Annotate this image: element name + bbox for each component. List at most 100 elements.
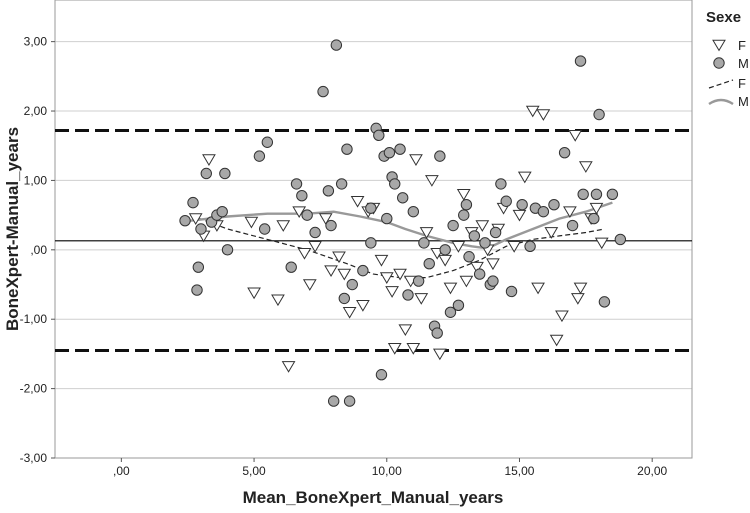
point-m: [412, 275, 425, 287]
point-f: [589, 202, 604, 215]
legend-label-f: F: [738, 38, 746, 53]
point-m: [588, 212, 600, 225]
point-f: [342, 306, 357, 319]
point-f: [573, 282, 588, 295]
point-m: [375, 369, 388, 381]
point-m: [373, 129, 385, 142]
point-m: [383, 146, 396, 159]
point-m: [447, 219, 459, 232]
point-m: [191, 284, 203, 296]
point-f: [512, 209, 527, 222]
point-m: [489, 226, 502, 239]
point-m: [439, 244, 451, 256]
point-f: [549, 334, 564, 347]
point-f: [292, 206, 307, 219]
y-tick-label: ,00: [30, 243, 47, 257]
point-m: [444, 306, 457, 318]
point-m: [566, 219, 579, 232]
point-m: [524, 240, 536, 253]
point-m: [195, 223, 207, 235]
point-m: [418, 237, 430, 249]
point-m: [495, 178, 507, 190]
point-f: [302, 279, 317, 291]
x-axis-ticks: ,00 5,00 10,00 15,00 20,00: [113, 458, 668, 478]
point-m: [343, 395, 356, 407]
point-m: [479, 237, 491, 249]
point-f: [202, 154, 216, 166]
point-m: [261, 136, 274, 148]
point-m: [200, 167, 212, 180]
point-m: [598, 296, 611, 308]
point-f: [544, 227, 559, 239]
point-m: [179, 214, 191, 227]
point-m: [346, 278, 358, 291]
point-m: [500, 195, 512, 207]
point-m: [219, 167, 231, 180]
point-m: [614, 233, 627, 246]
point-f: [337, 268, 352, 281]
point-m: [341, 143, 353, 155]
point-m: [216, 205, 228, 218]
point-f: [470, 261, 484, 274]
point-m: [317, 85, 329, 98]
point-m: [452, 299, 465, 312]
y-tick-label: -2,00: [20, 382, 48, 396]
point-m: [574, 55, 587, 67]
point-m: [505, 285, 518, 298]
point-m: [590, 188, 603, 201]
point-m: [322, 185, 335, 197]
legend-line-m: [708, 98, 734, 106]
point-f: [387, 343, 402, 355]
point-m: [253, 150, 266, 162]
x-tick-label: 10,00: [372, 464, 402, 478]
legend-line-label-f: F: [738, 76, 746, 91]
y-tick-label: -3,00: [20, 451, 48, 465]
y-tick-label: -1,00: [20, 312, 48, 326]
x-tick-label: 20,00: [637, 464, 667, 478]
y-tick-label: 2,00: [24, 104, 48, 118]
point-m: [381, 212, 393, 225]
point-m: [187, 196, 199, 209]
point-m: [258, 223, 271, 235]
point-m: [516, 199, 528, 211]
point-f: [570, 293, 585, 305]
point-f: [456, 189, 471, 201]
y-tick-label: 3,00: [24, 35, 48, 49]
y-axis-title: BoneXpert-Manual_years: [3, 127, 22, 331]
point-m: [330, 39, 343, 51]
point-f: [409, 154, 423, 166]
point-f: [374, 254, 389, 267]
x-tick-label: 15,00: [504, 464, 534, 478]
point-m: [434, 150, 446, 162]
point-f: [297, 247, 312, 260]
point-m: [365, 237, 377, 249]
point-m: [335, 178, 348, 190]
point-m: [325, 219, 337, 232]
y-tick-label: 1,00: [24, 173, 48, 187]
point-m: [357, 264, 369, 277]
point-f: [568, 130, 583, 142]
point-m: [548, 199, 560, 211]
point-m: [593, 108, 605, 121]
point-m: [309, 226, 321, 239]
point-m: [431, 327, 443, 339]
point-m: [338, 292, 351, 305]
point-m: [537, 205, 550, 218]
point-f: [486, 258, 500, 271]
point-m: [423, 257, 435, 270]
point-m: [389, 178, 401, 190]
point-f: [318, 213, 333, 225]
point-f: [385, 286, 399, 298]
point-m: [460, 199, 473, 211]
point-f: [350, 195, 365, 208]
point-m: [290, 178, 303, 190]
point-m: [487, 275, 499, 287]
point-m: [396, 192, 409, 204]
x-tick-label: 5,00: [242, 464, 266, 478]
legend-marker-f: [712, 39, 726, 52]
plot-frame: [54, 0, 693, 459]
point-m: [407, 205, 420, 218]
point-m: [606, 188, 619, 201]
